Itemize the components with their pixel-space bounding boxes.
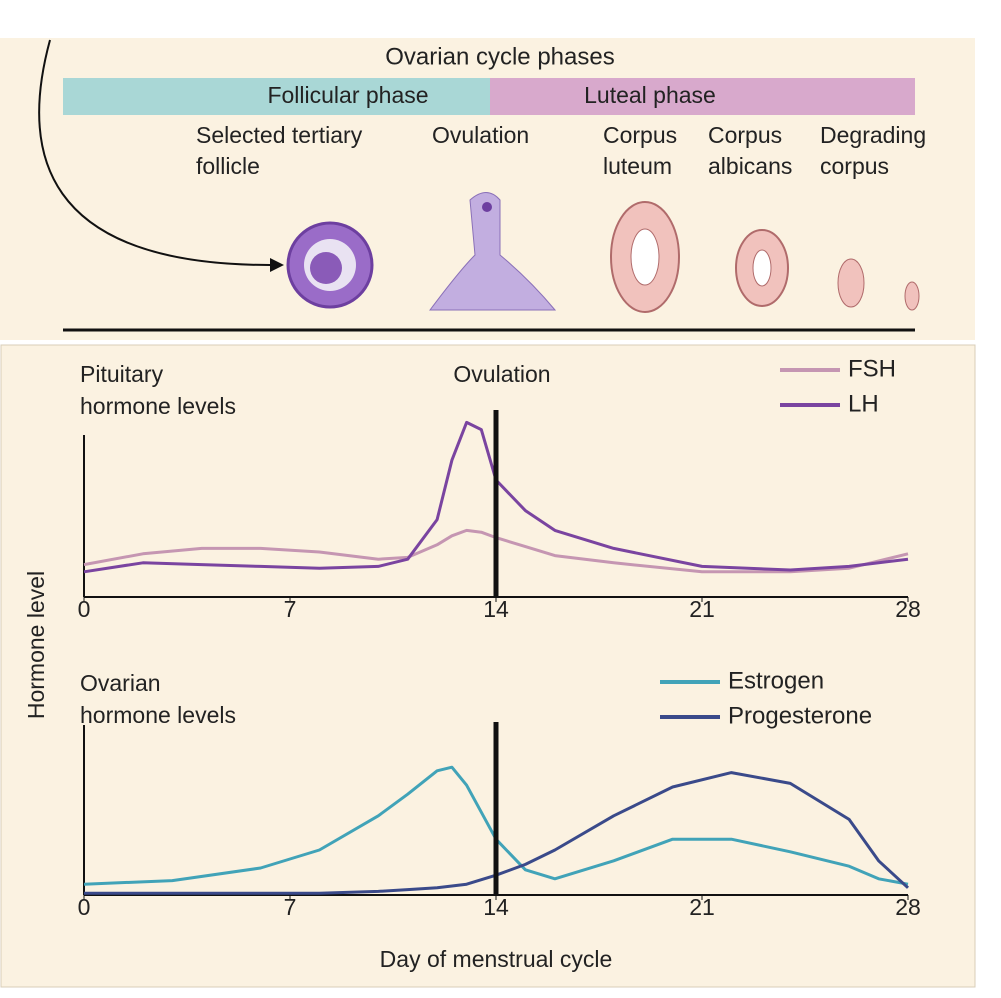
legend-label: LH	[848, 390, 879, 417]
diagram-title: Ovarian cycle phases	[385, 43, 614, 70]
chart-title: Pituitary	[80, 361, 164, 387]
phase-label: Follicular phase	[267, 82, 428, 108]
corpus-luteum-icon	[610, 201, 680, 313]
stage-label: Degrading	[820, 122, 926, 148]
stage-label: follicle	[196, 153, 260, 179]
x-tick-label: 7	[284, 596, 297, 622]
stage-label: albicans	[708, 153, 792, 179]
x-axis-label: Day of menstrual cycle	[380, 946, 613, 972]
ovulation-label: Ovulation	[453, 361, 550, 387]
stage-label: Corpus	[708, 122, 782, 148]
bottom-panel	[0, 344, 976, 988]
phase-label: Luteal phase	[584, 82, 716, 108]
chart-title: Ovarian	[80, 670, 161, 696]
stage-label: Selected tertiary	[196, 122, 363, 148]
legend-label: Progesterone	[728, 702, 872, 729]
stage-label: corpus	[820, 153, 889, 179]
follicular-bar	[63, 78, 490, 115]
series-line	[83, 528, 909, 574]
x-tick-label: 7	[284, 894, 297, 920]
x-tick-label: 0	[78, 894, 91, 920]
stage-label: Corpus	[603, 122, 677, 148]
x-tick-label: 0	[78, 596, 91, 622]
arrow	[38, 39, 271, 266]
legend-label: Estrogen	[728, 667, 824, 694]
x-tick-label: 28	[895, 596, 921, 622]
corpus-albicans-icon	[735, 229, 789, 307]
chart-title: hormone levels	[80, 393, 236, 419]
x-tick-label: 14	[483, 894, 509, 920]
y-axis-label: Hormone level	[23, 571, 49, 719]
luteal-bar	[490, 78, 915, 115]
legend-label: FSH	[848, 355, 896, 382]
degrading-icon	[904, 281, 920, 311]
chart-title: hormone levels	[80, 702, 236, 728]
degrading-icon	[837, 258, 865, 308]
x-tick-label: 28	[895, 894, 921, 920]
stage-label: Ovulation	[432, 122, 529, 148]
x-tick-label: 14	[483, 596, 509, 622]
x-tick-label: 21	[689, 596, 715, 622]
series-line	[83, 420, 909, 574]
x-tick-label: 21	[689, 894, 715, 920]
ovulation-icon	[428, 192, 557, 311]
arrowhead	[270, 258, 284, 272]
follicle-icon	[286, 221, 374, 309]
stage-label: luteum	[603, 153, 672, 179]
